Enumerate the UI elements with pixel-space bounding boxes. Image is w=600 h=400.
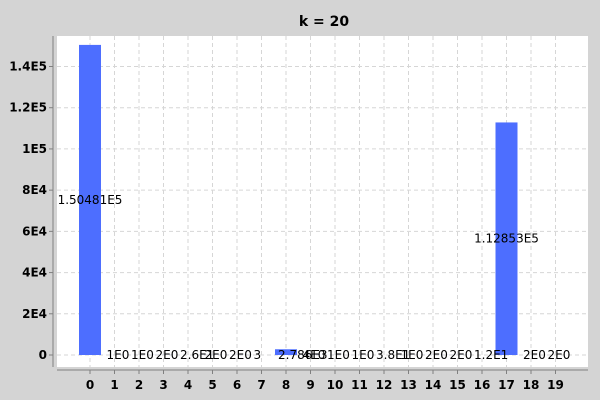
bar-8 <box>275 349 297 355</box>
x-tick-label: 15 <box>449 378 466 392</box>
data-label-4: 2.6E1 <box>180 348 214 362</box>
y-tick-label: 1.4E5 <box>9 60 47 74</box>
y-tick-label: 4E4 <box>22 266 47 280</box>
x-tick-label: 5 <box>208 378 216 392</box>
y-tick-label: 8E4 <box>22 183 47 197</box>
x-tick-label: 0 <box>86 378 94 392</box>
x-tick-label: 13 <box>400 378 417 392</box>
x-tick-label: 6 <box>233 378 241 392</box>
y-tick-label: 1.2E5 <box>9 101 47 115</box>
bar-17 <box>495 122 518 356</box>
x-tick-label: 4 <box>184 378 192 392</box>
x-tick-label: 12 <box>376 378 393 392</box>
bar-0 <box>79 44 101 356</box>
data-label-17: 1.12853E5 <box>474 232 539 246</box>
x-tick-label: 9 <box>306 378 314 392</box>
x-tick-label: 8 <box>282 378 290 392</box>
data-label-2: 1E0 <box>131 348 154 362</box>
y-tick-label: 6E4 <box>22 224 47 238</box>
x-tick-label: 16 <box>474 378 491 392</box>
data-label-9: 4E0 <box>303 348 326 362</box>
data-label-1: 1E0 <box>107 348 130 362</box>
bars <box>79 44 542 356</box>
data-label-18: 2E0 <box>523 348 546 362</box>
x-tick-label: 19 <box>547 378 564 392</box>
x-tick-label: 11 <box>351 378 368 392</box>
data-label-3: 2E0 <box>156 348 179 362</box>
x-tick-label: 17 <box>498 378 515 392</box>
axes <box>52 36 588 371</box>
data-label-6: 2E0 <box>229 348 252 362</box>
y-tick-label: 0 <box>39 348 47 362</box>
y-tick-label: 1E5 <box>22 142 47 156</box>
data-label-10: 1E0 <box>327 348 350 362</box>
data-label-7: 3 <box>254 348 262 362</box>
x-tick-label: 10 <box>327 378 344 392</box>
x-tick-label: 18 <box>523 378 540 392</box>
x-axis-ticks: 0 1 2 3 4 5 6 7 8 9 10 11 12 13 14 15 16 17 18 19 <box>86 370 564 392</box>
x-tick-label: 14 <box>425 378 442 392</box>
data-label-13: 1E0 <box>401 348 424 362</box>
data-label-11: 1E0 <box>352 348 375 362</box>
data-label-15: 2E0 <box>450 348 473 362</box>
data-label-0: 1.50481E5 <box>58 193 123 207</box>
data-label-19: 2E0 <box>548 348 571 362</box>
y-axis-ticks: 0 2E4 4E4 6E4 8E4 1E5 1.2E5 1.4E5 <box>9 60 53 362</box>
chart-title: k = 20 <box>299 14 350 30</box>
x-tick-label: 1 <box>110 378 118 392</box>
data-label-16: 1.2E1 <box>474 348 508 362</box>
x-tick-label: 2 <box>135 378 143 392</box>
data-label-8: 2.786E3 <box>278 348 328 362</box>
data-label-14: 2E0 <box>425 348 448 362</box>
x-tick-label: 3 <box>159 378 167 392</box>
data-label-12: 3.8E1 <box>376 348 410 362</box>
data-label-5: 2E0 <box>205 348 228 362</box>
y-tick-label: 2E4 <box>22 307 47 321</box>
x-tick-label: 7 <box>257 378 265 392</box>
